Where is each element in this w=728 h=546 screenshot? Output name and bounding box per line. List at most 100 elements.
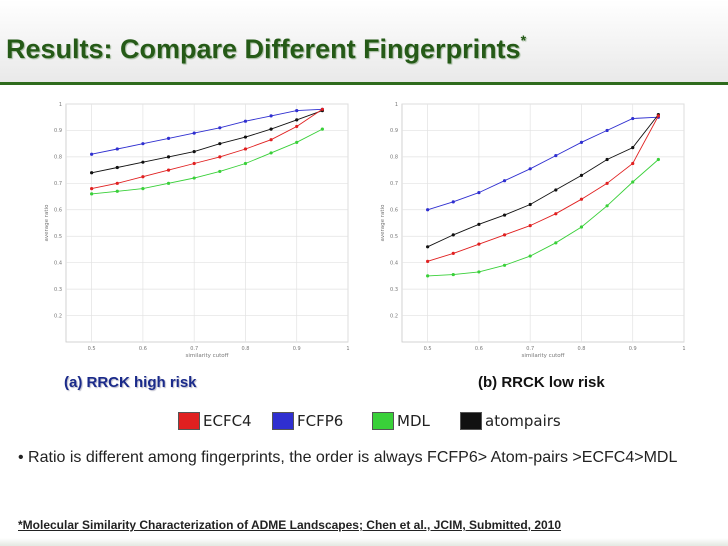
y-tick-label: 0.5 — [390, 234, 398, 240]
series-line-3 — [427, 159, 659, 277]
x-tick-label: 0.7 — [190, 346, 198, 352]
y-tick-label: 0.7 — [390, 181, 398, 187]
data-point — [426, 274, 430, 278]
data-point — [554, 153, 558, 158]
data-point — [141, 142, 145, 146]
legend-label-mdl: MDL — [397, 412, 430, 430]
data-point — [90, 187, 94, 191]
series-line-2 — [91, 108, 323, 190]
series-line-1 — [91, 110, 323, 174]
data-point — [477, 242, 481, 246]
legend-swatch-mdl — [372, 412, 394, 430]
data-point — [656, 157, 660, 162]
x-tick-label: 0.5 — [424, 346, 432, 352]
data-point — [605, 181, 609, 185]
data-point — [554, 241, 558, 245]
title-bar: Results: Compare Different Fingerprints* — [0, 0, 728, 85]
data-point — [554, 212, 558, 216]
plot-area — [401, 103, 685, 343]
data-point — [295, 124, 299, 129]
data-point — [141, 187, 145, 191]
data-point — [502, 213, 507, 217]
title-footnote-mark: * — [520, 32, 527, 48]
y-tick-label: 0.9 — [390, 128, 398, 134]
legend-item-ecfc4: ECFC4 — [178, 410, 252, 432]
data-point — [451, 233, 455, 237]
y-tick-label: 0.3 — [54, 287, 62, 293]
data-point — [605, 128, 609, 133]
data-point — [502, 233, 507, 237]
series-line-2 — [427, 115, 659, 262]
data-point — [218, 126, 222, 130]
data-point — [528, 167, 532, 171]
data-point — [269, 114, 273, 118]
data-point — [269, 127, 273, 131]
data-point — [243, 147, 248, 151]
series-line-3 — [91, 128, 323, 195]
data-point — [631, 180, 635, 184]
data-point — [528, 254, 532, 258]
data-point — [477, 222, 481, 226]
legend-label-ecfc4: ECFC4 — [203, 412, 252, 430]
legend-item-mdl: MDL — [372, 410, 430, 432]
data-point — [579, 225, 584, 229]
data-point — [631, 161, 635, 166]
data-point — [554, 188, 558, 192]
y-tick-label: 1 — [395, 102, 398, 108]
y-tick-label: 0.4 — [54, 260, 62, 266]
data-point — [631, 116, 635, 121]
data-point — [90, 152, 94, 156]
data-point — [90, 171, 94, 175]
data-point — [502, 179, 507, 183]
y-tick-label: 0.2 — [390, 313, 398, 319]
x-tick-label: 0.7 — [526, 346, 534, 352]
data-point — [451, 200, 455, 204]
citation-footnote: *Molecular Similarity Characterization o… — [18, 518, 562, 532]
data-point — [528, 224, 532, 228]
series-line-0 — [427, 116, 659, 211]
x-tick-label: 0.6 — [475, 346, 483, 352]
chart-low-risk-svg: 0.5 0.6 0.7 0.8 0.9 1 0.2 0.3 0.4 0.5 0.6 0.7 0.8 0.9… — [380, 102, 686, 359]
y-tick-label: 0.3 — [390, 287, 398, 293]
data-point — [426, 259, 430, 263]
data-point — [218, 169, 222, 174]
data-point — [656, 114, 660, 118]
bottom-rule — [0, 538, 728, 546]
y-tick-label: 1 — [59, 102, 62, 108]
data-point — [269, 138, 273, 142]
x-axis-label: similarity cutoff — [186, 353, 229, 359]
data-point — [295, 109, 299, 113]
slide-title-text: Results: Compare Different Fingerprints — [6, 34, 521, 64]
grid-lines — [402, 103, 685, 342]
summary-bullet: • Ratio is different among fingerprints,… — [18, 449, 678, 466]
data-point — [269, 151, 273, 155]
chart-low-risk: 0.5 0.6 0.7 0.8 0.9 1 0.2 0.3 0.4 0.5 0.6 0.7 0.8 0.9… — [372, 96, 690, 366]
data-point — [320, 107, 324, 111]
chart-high-risk: 0.5 0.6 0.7 0.8 0.9 1 0.2 0.3 0.4 0.5 0.6 0.7 0.8 0.9… — [36, 96, 354, 366]
data-point — [141, 175, 145, 179]
x-tick-label: 0.8 — [241, 346, 249, 352]
data-point — [477, 190, 481, 195]
data-point — [218, 142, 222, 146]
data-point — [502, 263, 507, 267]
data-point — [192, 131, 196, 135]
y-tick-label: 0.7 — [54, 181, 62, 187]
x-tick-label: 0.9 — [293, 346, 301, 352]
legend-swatch-fcfp6 — [272, 412, 294, 430]
data-point — [115, 147, 119, 151]
y-axis-label: average ratio — [380, 204, 386, 242]
data-point — [451, 251, 455, 256]
caption-low-risk: (b) RRCK low risk — [478, 374, 605, 391]
plot-area — [65, 103, 349, 343]
data-point — [243, 119, 248, 123]
caption-high-risk: (a) RRCK high risk — [64, 374, 197, 391]
data-point — [243, 161, 248, 166]
y-tick-label: 0.4 — [390, 260, 398, 266]
data-point — [115, 181, 119, 185]
data-point — [295, 140, 299, 144]
data-point — [166, 155, 171, 159]
y-tick-label: 0.5 — [54, 234, 62, 240]
data-point — [451, 272, 455, 277]
data-point — [166, 181, 171, 185]
x-tick-label: 1 — [682, 346, 685, 352]
